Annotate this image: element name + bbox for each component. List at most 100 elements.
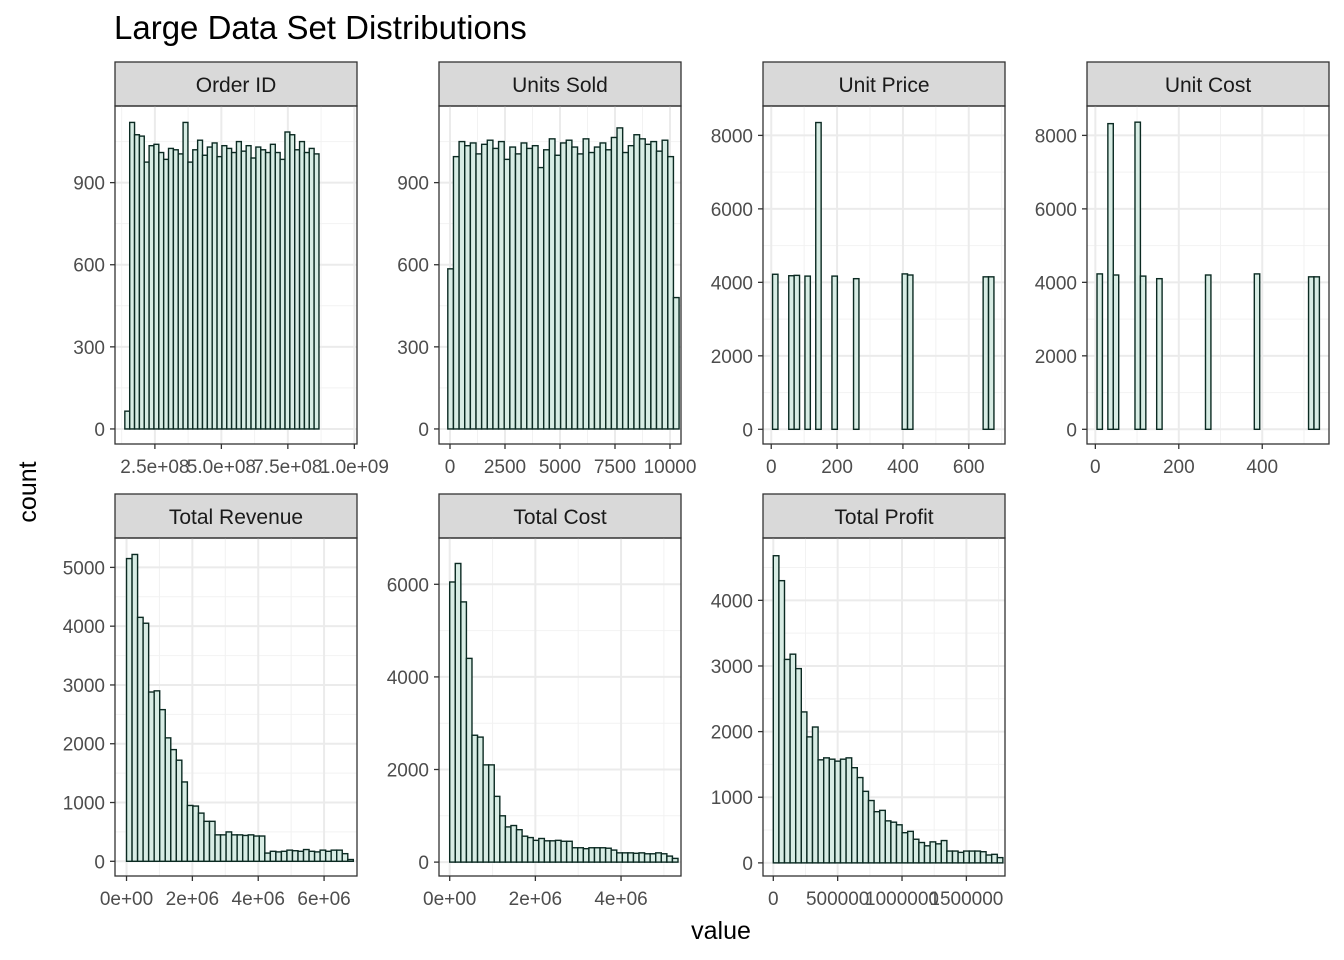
histogram-bar xyxy=(240,150,247,430)
histogram-bar xyxy=(957,851,965,864)
histogram-bar xyxy=(148,144,155,430)
histogram-bar xyxy=(906,274,914,431)
x-tick-label: 200 xyxy=(1163,457,1195,478)
histogram-bar xyxy=(588,151,596,430)
histogram-bar xyxy=(258,835,266,863)
histogram-bar xyxy=(274,151,281,430)
x-tick-label: 10000 xyxy=(644,457,697,478)
histogram-bar xyxy=(621,852,629,863)
chart-title: Large Data Set Distributions xyxy=(114,9,527,46)
histogram-bar xyxy=(186,804,194,863)
histogram-bar xyxy=(208,820,216,863)
histogram-bar xyxy=(279,158,286,430)
histogram-bar xyxy=(633,134,641,430)
histogram-bar xyxy=(125,557,133,863)
histogram-bar xyxy=(255,146,262,430)
histogram-bar xyxy=(804,275,812,431)
histogram-bar xyxy=(778,579,786,864)
histogram-bar xyxy=(471,734,479,863)
histogram-bar xyxy=(460,601,468,863)
x-tick-label: 5000 xyxy=(539,457,581,478)
histogram-bar xyxy=(565,139,573,430)
histogram-bar xyxy=(537,166,545,430)
x-tick-label: 400 xyxy=(887,457,919,478)
histogram-bar xyxy=(514,153,522,430)
histogram-bar xyxy=(982,276,990,431)
histogram-bar xyxy=(593,146,601,430)
histogram-bar xyxy=(313,153,320,430)
panel-unit-price: Unit Price 0 2000 4000 6000 8000 0 200 400 600 xyxy=(711,61,1006,478)
y-tick-label: 2000 xyxy=(63,735,105,756)
panel-total-profit: Total Profit 0 1000 2000 3000 4000 0 5000001000… xyxy=(711,493,1006,910)
histogram-bars xyxy=(124,121,320,430)
histogram-bar xyxy=(197,812,205,863)
histogram-bar xyxy=(449,581,456,863)
x-tick-label: 6e+06 xyxy=(297,889,350,910)
y-tick-label: 600 xyxy=(73,256,105,277)
histogram-bar xyxy=(906,830,914,864)
histogram-bar xyxy=(987,276,995,431)
histogram-bar xyxy=(1096,273,1104,431)
histogram-bar xyxy=(187,161,194,430)
y-tick-label: 2000 xyxy=(387,761,429,782)
panel-strip xyxy=(762,61,1006,107)
histogram-bar xyxy=(610,136,618,430)
histogram-bar xyxy=(162,158,170,430)
histogram-bar xyxy=(136,616,144,863)
histogram-bar xyxy=(806,736,814,864)
histogram-bar xyxy=(493,795,501,863)
x-tick-label: 5.0e+08 xyxy=(187,457,256,478)
panel-strip-label: Total Profit xyxy=(834,506,933,529)
y-tick-label: 8000 xyxy=(1035,126,1077,147)
histogram-bar xyxy=(236,834,244,863)
histogram-bar xyxy=(454,562,462,863)
y-tick-label: 6000 xyxy=(711,200,753,221)
histogram-bar xyxy=(549,840,557,863)
histogram-bar xyxy=(486,139,494,430)
histogram-bar xyxy=(143,161,150,430)
histogram-bar xyxy=(128,121,136,430)
histogram-bar xyxy=(341,852,349,863)
histogram-bar xyxy=(538,837,546,863)
histogram-bar xyxy=(303,151,310,430)
panel-strip xyxy=(114,61,358,107)
histogram-bars xyxy=(447,127,680,430)
panel-border xyxy=(762,105,1006,445)
histogram-bar xyxy=(509,146,517,430)
x-tick-label: 4e+06 xyxy=(232,889,285,910)
panel-strip xyxy=(1086,61,1330,107)
histogram-bar xyxy=(571,847,579,863)
histogram-bar xyxy=(526,836,534,863)
histogram-bar xyxy=(923,845,931,864)
histogram-bar xyxy=(1155,277,1163,431)
histogram-bar xyxy=(181,781,189,863)
y-tick-label: 6000 xyxy=(1035,200,1077,221)
x-tick-label: 600 xyxy=(953,457,985,478)
histogram-bar xyxy=(815,121,822,431)
x-tick-label: 500000 xyxy=(806,889,869,910)
histogram-bar xyxy=(464,144,472,430)
histogram-bar xyxy=(203,820,211,863)
y-tick-label: 300 xyxy=(397,338,429,359)
histogram-bar xyxy=(275,851,283,863)
histogram-bar xyxy=(884,820,892,864)
histogram-bar xyxy=(660,853,668,863)
histogram-bar xyxy=(588,847,596,863)
x-tick-label: 1500000 xyxy=(929,889,1003,910)
histogram-bar xyxy=(985,854,993,864)
panel-border xyxy=(762,537,1006,877)
panel-strip xyxy=(438,61,682,107)
histogram-bar xyxy=(912,838,920,864)
histogram-bar xyxy=(164,737,172,863)
histogram-bar xyxy=(990,853,998,864)
histogram-bar xyxy=(216,155,223,430)
histogram-bar xyxy=(661,139,669,430)
x-tick-label: 0 xyxy=(768,889,779,910)
histogram-bar xyxy=(510,824,518,863)
histogram-bar xyxy=(159,708,166,863)
y-tick-label: 4000 xyxy=(63,617,105,638)
histogram-bar xyxy=(269,143,276,430)
histogram-bar xyxy=(565,840,573,863)
histogram-bar xyxy=(974,850,982,864)
histogram-bar xyxy=(521,835,529,863)
